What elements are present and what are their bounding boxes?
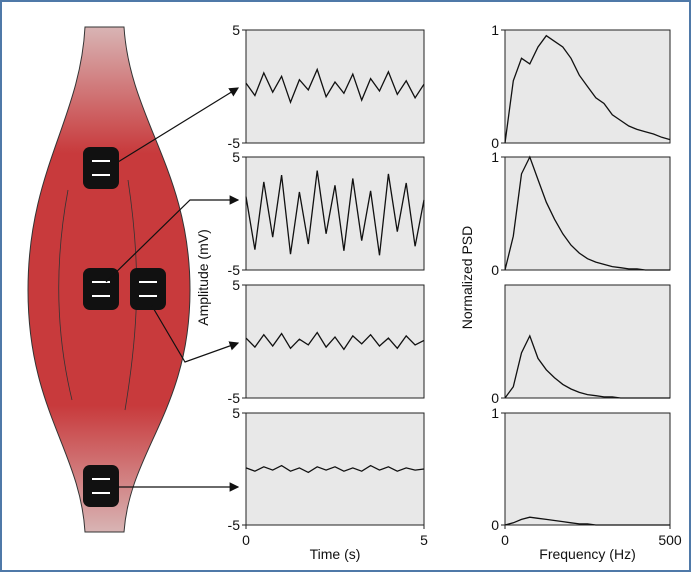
signal-line <box>245 464 425 474</box>
x-axis-label: Frequency (Hz) <box>539 546 635 562</box>
y-tick-label: 5 <box>232 405 240 421</box>
signal-line <box>245 331 425 351</box>
y-tick-label: 5 <box>232 277 240 293</box>
y-tick-label: -5 <box>228 135 241 151</box>
y-tick-label: -5 <box>228 262 241 278</box>
signal-line <box>504 34 671 144</box>
signal-line <box>504 334 670 399</box>
y-tick-label: -5 <box>228 517 241 533</box>
plot-area <box>504 156 671 271</box>
y-tick-label: 0 <box>491 135 499 151</box>
x-tick-label: 5 <box>420 532 428 548</box>
plot-area <box>245 284 425 399</box>
y-tick-label: 0 <box>491 262 499 278</box>
y-tick-label: 1 <box>491 149 499 165</box>
plot-area <box>245 412 425 526</box>
x-tick-label: 0 <box>501 532 509 548</box>
arrows <box>105 87 240 492</box>
y-tick-label: 0 <box>491 390 499 406</box>
y-tick-label: 1 <box>491 405 499 421</box>
y-tick-label: 1 <box>491 22 499 38</box>
x-axis-label: Time (s) <box>310 546 361 562</box>
plot-area <box>245 29 425 144</box>
y-tick-label: 5 <box>232 149 240 165</box>
y-tick-label: 0 <box>491 517 499 533</box>
y-tick-label: 5 <box>232 22 240 38</box>
x-tick-label: 500 <box>658 532 682 548</box>
plot-area <box>504 284 671 399</box>
signal-line <box>504 516 670 526</box>
y-axis-label: Normalized PSD <box>459 226 475 329</box>
signal-line <box>245 170 425 256</box>
x-tick-label: 0 <box>242 532 250 548</box>
signal-line <box>245 67 425 105</box>
signal-line <box>504 155 670 271</box>
y-axis-label: Amplitude (mV) <box>195 229 211 325</box>
plot-area <box>245 156 425 271</box>
plot-area <box>504 412 671 526</box>
y-tick-label: -5 <box>228 390 241 406</box>
